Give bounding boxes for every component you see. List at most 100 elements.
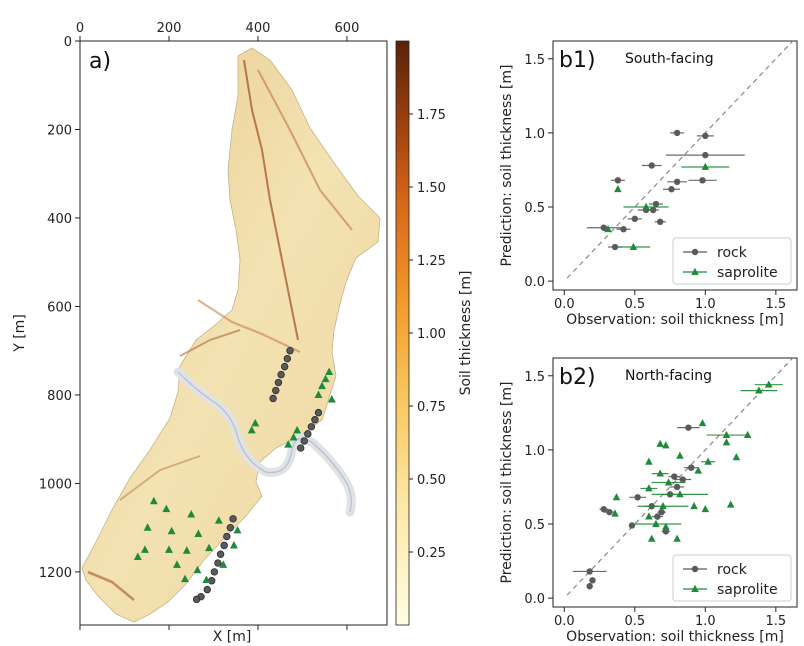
map-x-ticks: 0 200 400 600 [76, 21, 360, 630]
map-saprolite-point [318, 381, 327, 390]
map-rock-point [277, 370, 285, 379]
map-rock-point [192, 595, 201, 604]
b1-point-rock [702, 151, 709, 159]
map-terrain [81, 47, 381, 623]
colorbar-tick-label: 0.50 [417, 473, 446, 488]
b2-point-saprolite [722, 430, 731, 439]
colorbar-tick-label: 1.25 [417, 254, 446, 269]
b1-x-axis-label: Observation: soil thickness [m] [566, 312, 784, 328]
b2-point-rock [600, 505, 607, 513]
b1-point-saprolite [614, 185, 622, 193]
b1-point-rock [673, 178, 681, 186]
map-x-tick-label: 0 [76, 21, 84, 36]
b2-point-rock [671, 473, 678, 480]
b1-point-rock [702, 132, 709, 140]
b2-point-saprolite [659, 502, 667, 510]
b1-point-rock [614, 177, 622, 184]
b1-frame [552, 40, 798, 291]
map-x-tick-label: 200 [157, 21, 182, 36]
map-rock-point [311, 416, 319, 424]
b2-point-saprolite [726, 500, 735, 508]
b1-point-rock [673, 129, 681, 137]
b1-content: 0.0 0.5 1.0 1.5 0.0 0.5 1.0 1.5 [524, 40, 794, 312]
b2-point-rock [673, 483, 681, 491]
b2-point-saprolite [704, 457, 712, 465]
b1-y-tick-label: 1.5 [524, 53, 545, 68]
map-x-tick-label: 400 [246, 21, 271, 36]
map-saprolite-point [143, 523, 152, 531]
b2-point-rock [634, 494, 641, 501]
secondary-ridge [257, 69, 353, 231]
map-rock-point [304, 430, 312, 438]
b2-y-axis-label: Prediction: soil thickness [m] [499, 382, 515, 584]
b2-legend-symbols [683, 565, 707, 592]
map-y-tick-label: 800 [47, 389, 72, 404]
b1-point-rock [656, 218, 664, 226]
map-saprolite-point [325, 367, 334, 376]
b2-legend-marker-saprolite [691, 584, 699, 592]
map-saprolite-point [284, 440, 293, 448]
map-frame [79, 40, 388, 626]
map-saprolite-point [140, 545, 149, 553]
b2-point-saprolite [645, 457, 653, 465]
map-y-ticks: 0 200 400 600 800 1000 1200 [39, 35, 80, 581]
b2-frame [552, 357, 798, 608]
map-saprolite-point [194, 529, 203, 537]
colorbar-tick-label: 1.75 [417, 108, 446, 123]
b2-x-tick-label: 1.5 [766, 614, 787, 629]
b2-point-saprolite [652, 519, 660, 527]
b2-point-saprolite [743, 430, 752, 439]
b2-point-saprolite [701, 504, 710, 513]
b1-point-rock [699, 177, 706, 184]
b1-annotation: South-facing [625, 51, 714, 67]
b2-point-saprolite [676, 451, 684, 459]
b1-x-tick-label: 0.0 [554, 297, 575, 312]
b2-point-saprolite [612, 493, 621, 501]
b2-point-saprolite [656, 439, 664, 447]
main-ridge [243, 59, 299, 341]
panel-b2-scatter: 0.0 0.5 1.0 1.5 0.0 0.5 1.0 1.5 b2) North-facin… [499, 357, 798, 645]
map-rock-point [226, 523, 235, 532]
map-x-tick-label: 600 [335, 21, 360, 36]
map-saprolite-point [182, 546, 191, 554]
b2-point-saprolite [676, 490, 684, 498]
b1-point-saprolite [629, 242, 638, 250]
map-rock-point [210, 568, 219, 576]
b2-point-saprolite [755, 386, 763, 394]
map-saprolite-point [181, 574, 189, 583]
b2-point-rock [658, 508, 665, 516]
b2-legend-saprolite: saprolite [717, 582, 778, 598]
b2-point-rock [589, 577, 596, 584]
colorbar-tick-label: 0.75 [417, 400, 446, 415]
b2-point-saprolite [698, 419, 707, 427]
map-y-tick-label: 600 [47, 300, 72, 315]
b2-point-saprolite [664, 478, 673, 486]
map-saprolite-point [321, 374, 330, 383]
b2-point-rock [654, 513, 661, 520]
map-saprolite-point [149, 496, 158, 505]
map-saprolite-point [133, 552, 142, 560]
b1-point-rock [620, 226, 627, 233]
b1-point-saprolite [604, 225, 612, 233]
b2-annotation: North-facing [625, 368, 712, 384]
b2-legend-rock: rock [717, 562, 748, 578]
panel-a-map: 0 200 400 600 0 200 400 600 800 1000 1200 a) X [m… [12, 21, 474, 645]
map-saprolite-point [247, 425, 256, 434]
b2-point-rock [606, 508, 613, 516]
b1-y-axis-label: Prediction: soil thickness [m] [499, 65, 515, 267]
b1-legend-marker-saprolite [691, 267, 699, 275]
b2-point-saprolite [662, 522, 670, 530]
map-saprolite-point [233, 525, 242, 534]
map-rock-point [223, 532, 231, 541]
b2-point-rock [586, 568, 593, 575]
panel-label-b1: b1) [559, 48, 596, 73]
b2-point-saprolite [732, 453, 741, 461]
colorbar-ticks: 0.25 0.50 0.75 1.00 1.25 1.50 1.75 [409, 108, 446, 561]
b2-point-rock [685, 424, 692, 431]
b1-point-saprolite [642, 202, 650, 210]
map-saprolite-point [327, 394, 336, 403]
b2-y-tick-label: 0.5 [524, 518, 545, 533]
map-rock-point [203, 585, 211, 594]
map-rock-point [314, 408, 323, 417]
